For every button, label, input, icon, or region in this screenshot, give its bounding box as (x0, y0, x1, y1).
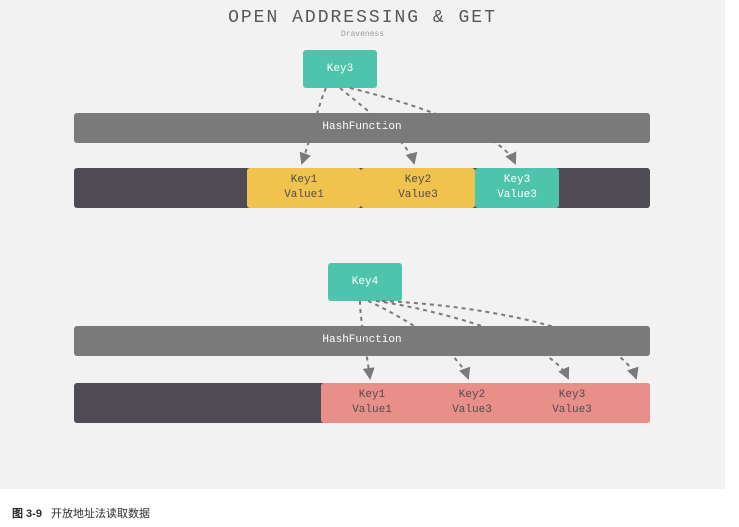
top-slot-2-key: Key3 (504, 173, 530, 188)
top-key-label: Key3 (327, 62, 353, 77)
top-slot-0: Key1Value1 (247, 168, 361, 208)
diagram-canvas: OPEN ADDRESSING & GET Draveness Key3 Has… (0, 0, 739, 527)
caption-text: 开放地址法读取数据 (51, 508, 150, 520)
bottom-slot-0: Key1Value1 (322, 383, 422, 423)
diagram-title: OPEN ADDRESSING & GET (0, 8, 725, 28)
bottom-slot-0-key: Key1 (359, 388, 385, 403)
figure-caption: 图 3-9 开放地址法读取数据 (12, 505, 150, 521)
bottom-hash-label: HashFunction (74, 334, 650, 346)
bottom-slot-2: Key3Value3 (522, 383, 622, 423)
bottom-slot-1: Key2Value3 (422, 383, 522, 423)
top-slot-0-key: Key1 (291, 173, 317, 188)
diagram-subtitle: Draveness (0, 30, 725, 39)
top-slot-1: Key2Value3 (361, 168, 475, 208)
top-slot-1-val: Value3 (398, 188, 438, 203)
top-slot-2: Key3Value3 (475, 168, 559, 208)
bottom-slot-0-val: Value1 (352, 403, 392, 418)
top-slot-1-key: Key2 (405, 173, 431, 188)
top-key-box: Key3 (303, 50, 377, 88)
top-hash-label: HashFunction (74, 121, 650, 133)
bottom-key-label: Key4 (352, 275, 378, 290)
bottom-slot-2-key: Key3 (559, 388, 585, 403)
top-slot-2-val: Value3 (497, 188, 537, 203)
bottom-slot-1-key: Key2 (459, 388, 485, 403)
bottom-slot-2-val: Value3 (552, 403, 592, 418)
top-slot-0-val: Value1 (284, 188, 324, 203)
caption-prefix: 图 3-9 (12, 508, 42, 520)
bottom-key-box: Key4 (328, 263, 402, 301)
bottom-slot-1-val: Value3 (452, 403, 492, 418)
